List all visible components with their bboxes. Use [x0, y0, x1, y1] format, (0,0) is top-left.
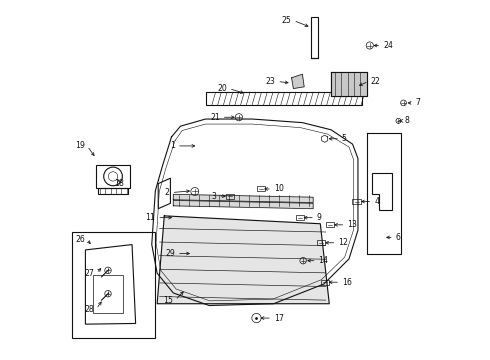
- Text: 18: 18: [114, 179, 123, 188]
- Text: 14: 14: [318, 256, 328, 265]
- Bar: [98, 188, 128, 194]
- Text: 24: 24: [383, 41, 393, 50]
- Text: 15: 15: [163, 296, 173, 305]
- Text: 11: 11: [146, 213, 155, 222]
- Text: 3: 3: [212, 192, 216, 201]
- Bar: [93, 275, 123, 313]
- Polygon shape: [173, 201, 313, 209]
- Polygon shape: [292, 74, 304, 89]
- Text: 13: 13: [347, 220, 357, 229]
- Bar: [320, 280, 329, 285]
- Text: 6: 6: [395, 233, 400, 242]
- Text: 10: 10: [274, 184, 284, 193]
- Text: 26: 26: [75, 235, 85, 244]
- Bar: [72, 232, 155, 338]
- Text: 29: 29: [165, 249, 175, 258]
- Bar: [226, 194, 234, 199]
- Text: 5: 5: [342, 134, 347, 143]
- Text: 4: 4: [374, 197, 379, 206]
- Bar: [296, 215, 304, 220]
- Text: 2: 2: [165, 188, 170, 197]
- Text: 19: 19: [75, 141, 85, 150]
- Text: 23: 23: [266, 77, 275, 86]
- Bar: [96, 165, 130, 188]
- Polygon shape: [173, 194, 313, 203]
- Bar: [257, 186, 265, 192]
- Polygon shape: [157, 216, 329, 304]
- Bar: [352, 199, 361, 204]
- Bar: [326, 222, 334, 227]
- Text: 21: 21: [210, 113, 220, 122]
- Text: 7: 7: [416, 98, 420, 107]
- Text: 12: 12: [338, 238, 348, 247]
- Text: 8: 8: [405, 116, 410, 125]
- Text: 1: 1: [170, 141, 175, 150]
- Bar: [205, 92, 362, 105]
- Text: 25: 25: [282, 16, 292, 25]
- Polygon shape: [331, 72, 367, 96]
- Text: 27: 27: [85, 269, 95, 278]
- Bar: [311, 17, 318, 58]
- Text: 22: 22: [370, 77, 380, 86]
- Text: 16: 16: [342, 278, 352, 287]
- Text: 9: 9: [317, 213, 321, 222]
- Text: 28: 28: [85, 305, 95, 314]
- Text: 20: 20: [218, 84, 227, 93]
- Bar: [317, 240, 325, 245]
- Text: 17: 17: [274, 314, 284, 323]
